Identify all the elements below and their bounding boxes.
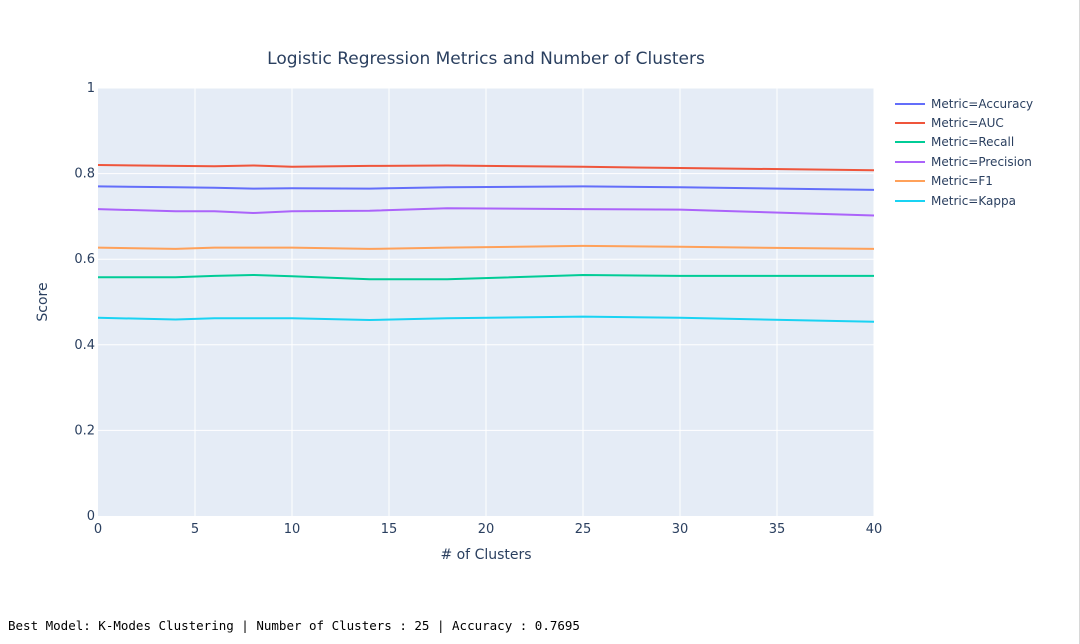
legend-swatch (895, 180, 925, 183)
chart-title: Logistic Regression Metrics and Number o… (267, 49, 705, 69)
y-tick-label: 0.4 (74, 338, 95, 353)
series-line-recall (98, 274, 874, 281)
x-tick-label: 10 (284, 522, 301, 537)
x-tick-label: 0 (94, 522, 102, 537)
legend-item[interactable]: Metric=F1 (895, 172, 1033, 191)
legend-label: Metric=AUC (931, 116, 1004, 131)
series-line-precision (97, 207, 875, 217)
series-line-auc (97, 164, 875, 172)
legend-label: Metric=Precision (931, 154, 1032, 169)
series-line-kappa (97, 315, 875, 323)
best-model-summary: Best Model: K-Modes Clustering | Number … (8, 618, 580, 633)
legend-item[interactable]: Metric=AUC (895, 113, 1033, 132)
legend-swatch (895, 199, 925, 202)
chart: 0 5 10 15 20 25 30 35 40 0 0.2 0.4 0.6 0.8 1 Logistic R… (35, 49, 1033, 563)
y-tick-label: 0 (87, 509, 95, 524)
x-tick-label: 5 (191, 522, 199, 537)
legend-swatch (895, 141, 925, 144)
y-tick-label: 0.2 (74, 423, 95, 438)
legend-item[interactable]: Metric=Kappa (895, 191, 1033, 210)
chart-svg: 0 5 10 15 20 25 30 35 40 0 0.2 0.4 0.6 0.8 1 Logistic R… (35, 49, 883, 563)
legend-label: Metric=Accuracy (931, 96, 1034, 111)
x-tick-label: 25 (575, 522, 592, 537)
x-tick-label: 40 (866, 522, 883, 537)
legend-swatch (895, 160, 925, 163)
y-tick-label: 0.8 (74, 167, 95, 182)
y-axis-label: Score (35, 282, 51, 321)
x-tick-label: 30 (672, 522, 689, 537)
legend-swatch (895, 122, 925, 125)
x-tick-label: 15 (381, 522, 398, 537)
series-line-f1 (97, 244, 875, 250)
legend-swatch (895, 102, 925, 105)
legend-label: Metric=Kappa (931, 193, 1016, 208)
legend-label: Metric=Recall (931, 135, 1015, 150)
legend: Metric=Accuracy Metric=AUC Metric=Recall Me… (895, 94, 1033, 210)
x-tick-label: 20 (478, 522, 495, 537)
y-tick-label: 1 (87, 81, 95, 96)
x-tick-label: 35 (769, 522, 786, 537)
legend-item[interactable]: Metric=Precision (895, 152, 1033, 171)
x-axis-label: # of Clusters (440, 547, 531, 563)
series-line-accuracy (97, 185, 875, 191)
legend-item[interactable]: Metric=Recall (895, 133, 1033, 152)
legend-item[interactable]: Metric=Accuracy (895, 94, 1033, 113)
legend-label: Metric=F1 (931, 174, 993, 189)
y-tick-label: 0.6 (74, 252, 95, 267)
